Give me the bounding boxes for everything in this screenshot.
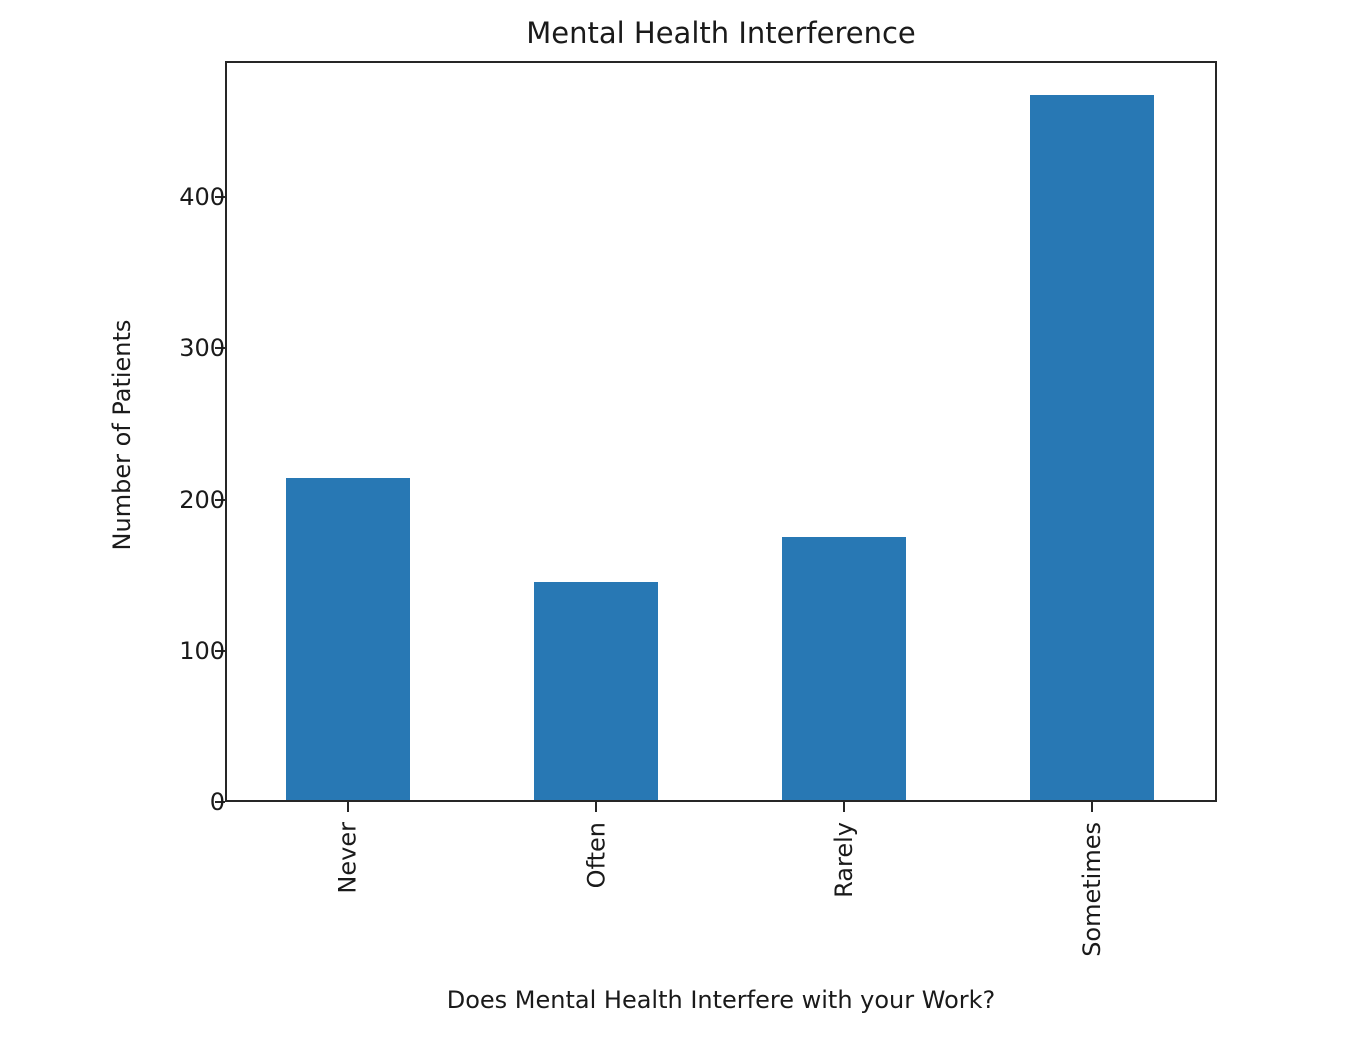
- y-tick-label: 200: [179, 485, 225, 514]
- x-tick-mark: [347, 802, 349, 812]
- chart-title: Mental Health Interference: [526, 16, 916, 50]
- x-tick-mark: [1091, 802, 1093, 812]
- y-tick-label: 300: [179, 334, 225, 363]
- bar-rarely: [782, 536, 906, 800]
- y-tick-label: 400: [179, 183, 225, 211]
- x-tick-label: Rarely: [829, 822, 858, 898]
- y-tick-label: 100: [179, 636, 225, 665]
- y-tick-mark: [215, 196, 225, 198]
- bar-often: [534, 582, 658, 800]
- x-tick-label: Often: [582, 822, 611, 889]
- y-axis-label: Number of Patients: [108, 319, 136, 551]
- plot-area: [225, 61, 1217, 802]
- x-tick-label: Never: [333, 822, 362, 894]
- bar-sometimes: [1030, 95, 1154, 800]
- y-tick-mark: [215, 801, 225, 803]
- x-axis-label: Does Mental Health Interfere with your W…: [446, 986, 996, 1014]
- x-tick-mark: [843, 802, 845, 812]
- bar-never: [286, 477, 410, 800]
- y-tick-mark: [215, 347, 225, 350]
- x-tick-label: Sometimes: [1077, 822, 1106, 957]
- y-tick-label: 0: [209, 788, 225, 816]
- y-tick-mark: [215, 649, 225, 652]
- y-tick-mark: [215, 498, 225, 501]
- x-tick-mark: [595, 802, 597, 812]
